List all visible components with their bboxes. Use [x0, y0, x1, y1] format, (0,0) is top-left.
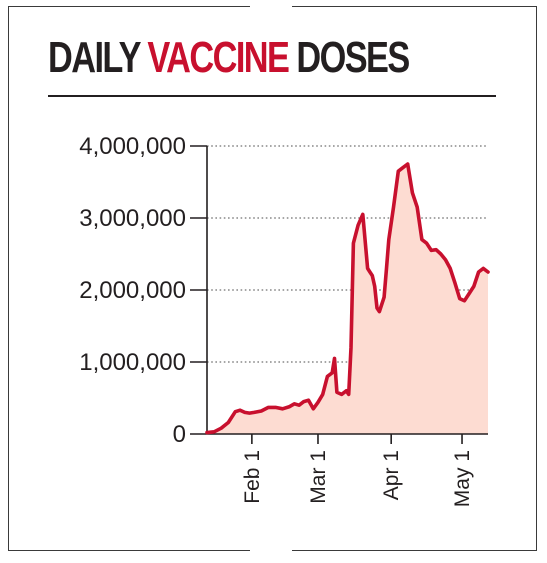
y-tick-label: 1,000,000: [79, 349, 186, 376]
series-line: [205, 162, 490, 435]
series-area: [207, 164, 488, 434]
frame-notch-top: [250, 0, 292, 10]
x-tick-label: Feb 1: [241, 450, 264, 504]
y-tick-label: 4,000,000: [79, 133, 186, 160]
x-tick-label: Mar 1: [307, 450, 330, 504]
x-tick-label: Apr 1: [380, 450, 403, 500]
chart-title: DAILY VACCINE DOSES: [48, 30, 410, 86]
grid-lines: [207, 145, 488, 363]
x-tick-label: May 1: [451, 450, 474, 507]
y-tick-labels: 0 1,000,000 2,000,000 3,000,000 4,000,000: [79, 133, 186, 448]
title-accent: VACCINE: [147, 33, 290, 82]
title-prefix: DAILY: [48, 33, 141, 82]
title-suffix: DOSES: [296, 33, 410, 82]
frame-notch-bottom: [250, 546, 292, 558]
x-tick-labels: Feb 1 Mar 1 Apr 1 May 1: [241, 450, 474, 507]
title-rule: [48, 95, 496, 97]
y-tick-label: 3,000,000: [79, 205, 186, 232]
y-tick-label: 2,000,000: [79, 277, 186, 304]
y-tick-label: 0: [173, 421, 186, 448]
axes: [190, 145, 488, 444]
